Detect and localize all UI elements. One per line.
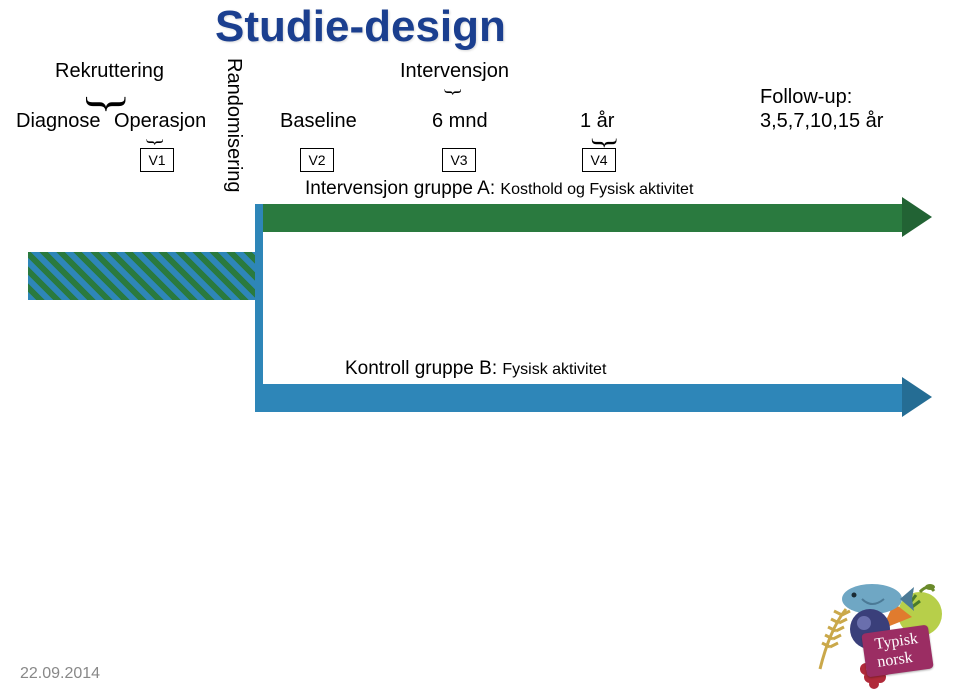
brace-operasjon: } (145, 137, 165, 147)
arrow-tip-groupB (902, 377, 932, 417)
label-groupB: Kontroll gruppe B: Fysisk aktivitet (345, 358, 606, 380)
label-1aar: 1 år (580, 110, 614, 133)
label-followup2: 3,5,7,10,15 år (760, 110, 883, 133)
label-randomisering: Randomisering (222, 58, 245, 193)
visit-v1: V1 (140, 148, 174, 172)
label-operasjon: Operasjon (114, 110, 206, 133)
label-followup1: Follow-up: (760, 86, 852, 109)
hatch-bar (28, 252, 260, 300)
brace-intervensjon: } (443, 87, 463, 97)
arrow-groupA (262, 204, 902, 232)
label-rekruttering: Rekruttering (55, 60, 164, 83)
label-groupA-a: Intervensjon gruppe A: (305, 178, 500, 199)
page-title: Studie-design (215, 2, 506, 52)
label-intervensjon: Intervensjon (400, 60, 509, 83)
label-groupA-b: Kosthold og Fysisk aktivitet (500, 181, 693, 198)
label-groupB-b: Fysisk aktivitet (502, 361, 606, 378)
arrow-tip-groupA (902, 197, 932, 237)
logo-badge: Typisk norsk (861, 625, 934, 678)
logo-typisk-norsk: Typisk norsk (812, 569, 952, 689)
visit-v2: V2 (300, 148, 334, 172)
label-diagnose: Diagnose (16, 110, 101, 133)
label-baseline: Baseline (280, 110, 357, 133)
visit-v3: V3 (442, 148, 476, 172)
label-6mnd: 6 mnd (432, 110, 488, 133)
label-groupA: Intervensjon gruppe A: Kosthold og Fysis… (305, 178, 693, 200)
footer-date: 22.09.2014 (20, 665, 100, 683)
label-groupB-a: Kontroll gruppe B: (345, 358, 502, 379)
visit-v4: V4 (582, 148, 616, 172)
arrow-groupB (262, 384, 902, 412)
connector-vertical (255, 204, 263, 412)
